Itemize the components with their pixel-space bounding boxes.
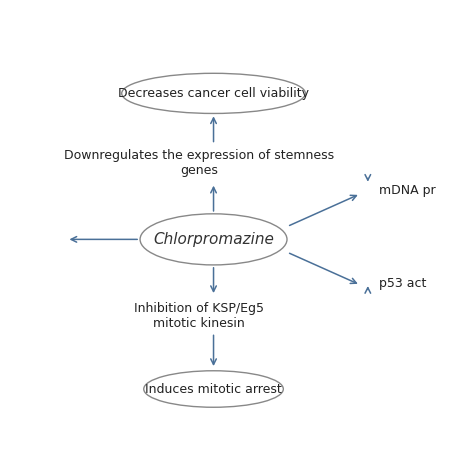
Text: Induces mitotic arrest: Induces mitotic arrest	[145, 383, 282, 395]
Text: p53 act: p53 act	[379, 277, 426, 290]
Text: Chlorpromazine: Chlorpromazine	[153, 232, 274, 247]
Text: Inhibition of KSP/Eg5
mitotic kinesin: Inhibition of KSP/Eg5 mitotic kinesin	[134, 302, 264, 330]
Text: Downregulates the expression of stemness
genes: Downregulates the expression of stemness…	[64, 149, 334, 177]
Text: Decreases cancer cell viability: Decreases cancer cell viability	[118, 87, 309, 100]
Text: mDNA pr: mDNA pr	[379, 183, 436, 197]
